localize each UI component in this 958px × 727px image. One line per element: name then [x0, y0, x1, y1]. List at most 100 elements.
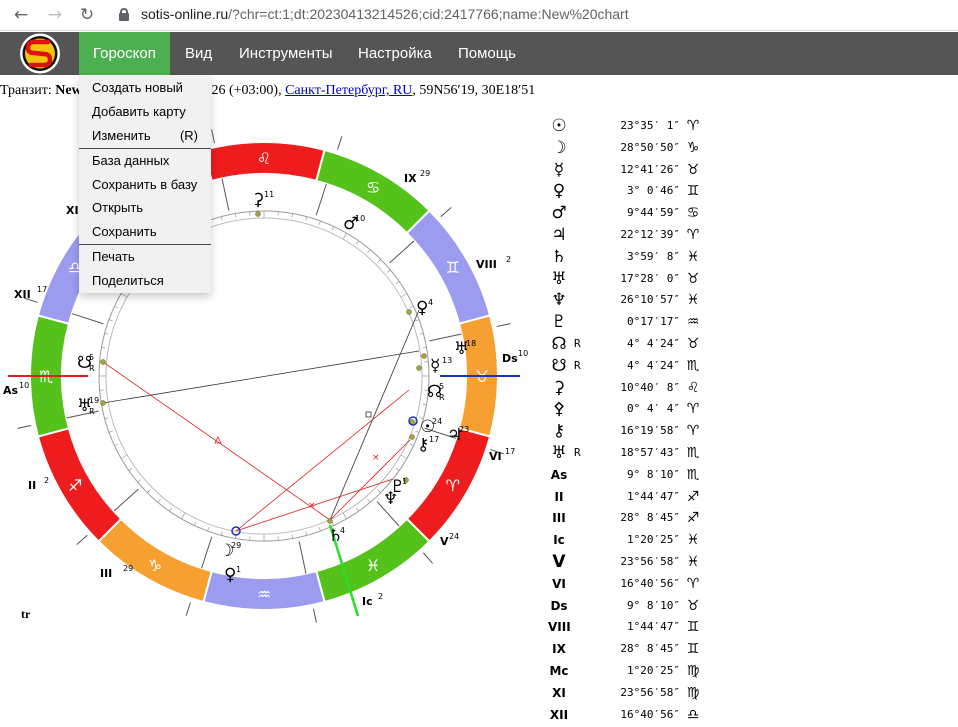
position-row: ♅17°28′ 0″♉	[548, 269, 748, 291]
house-label: V	[440, 535, 449, 548]
position-sign: ♉	[684, 334, 702, 354]
menu-open-label: Открыть	[92, 200, 143, 215]
menu-edit[interactable]: Изменить(R)	[79, 125, 211, 147]
position-symbol: II	[548, 487, 570, 507]
back-arrow-icon[interactable]: ←	[11, 5, 31, 25]
house-label: VI	[489, 450, 502, 463]
degree-tick	[105, 333, 109, 334]
position-degree: 0° 4′ 4″	[588, 399, 680, 419]
house-cusp	[497, 324, 511, 327]
position-sign: ♈	[684, 225, 702, 245]
planet-dot	[410, 435, 415, 440]
planet-degree: 5	[89, 353, 94, 362]
position-symbol: XII	[548, 705, 570, 725]
planet-glyph: ⚳	[252, 190, 264, 210]
menu-help[interactable]: Помощь	[444, 32, 530, 75]
position-sign: ♈	[684, 421, 702, 441]
planet-glyph: ♆	[383, 489, 398, 509]
degree-tick	[319, 527, 320, 531]
reload-icon[interactable]: ↻	[77, 5, 97, 25]
menu-database-label: База данных	[92, 153, 169, 168]
degree-tick	[129, 468, 132, 470]
forward-arrow-icon[interactable]: →	[45, 5, 65, 25]
planet-dot	[422, 354, 427, 359]
degree-tick	[401, 455, 407, 459]
planet-dot	[101, 360, 106, 365]
degree-tick	[420, 333, 424, 334]
menu-open[interactable]: Открыть	[79, 197, 211, 219]
sotis-logo[interactable]	[14, 32, 66, 75]
menu-horoscope[interactable]: Гороскоп	[79, 32, 170, 75]
position-row: ⚴ 0° 4′ 4″♈	[548, 399, 748, 421]
position-sign: ♐	[684, 487, 702, 507]
degree-tick	[292, 535, 293, 539]
position-degree: 9° 8′10″	[588, 465, 680, 485]
position-degree: 22°12′39″	[588, 225, 680, 245]
aspect-line	[236, 390, 409, 531]
degree-tick	[343, 513, 347, 519]
house-degree: 2	[378, 592, 383, 601]
browser-toolbar: ← → ↻ sotis-online.ru/?chr=ct:1;dt:20230…	[0, 0, 958, 31]
house-degree: 2	[44, 476, 49, 485]
degree-tick	[105, 418, 109, 419]
menu-save-to-db[interactable]: Сохранить в базу	[79, 174, 211, 196]
position-degree: 23°35′ 1″	[588, 116, 680, 136]
position-degree: 23°56′58″	[588, 552, 680, 572]
lock-icon[interactable]	[119, 8, 129, 21]
address-bar[interactable]: sotis-online.ru/?chr=ct:1;dt:20230413214…	[141, 6, 629, 22]
house-cusp	[18, 425, 32, 428]
position-symbol: ♇	[548, 312, 570, 332]
degree-tick	[306, 532, 307, 536]
degree-tick	[378, 490, 381, 493]
position-degree: 1°20′25″	[588, 661, 680, 681]
menu-save[interactable]: Сохранить	[79, 221, 211, 243]
position-symbol: ⚳	[548, 378, 570, 398]
menu-view[interactable]: Вид	[171, 32, 226, 75]
position-sign: ♈	[684, 399, 702, 419]
planet-degree: 17	[429, 435, 439, 444]
aspect-line	[103, 362, 330, 520]
position-sign: ♎	[684, 705, 702, 725]
menu-create-new[interactable]: Создать новый	[79, 77, 211, 99]
position-degree: 23°56′58″	[588, 683, 680, 703]
position-row: ☿12°41′26″♉	[548, 160, 748, 182]
menu-add-chart[interactable]: Добавить карту	[79, 101, 211, 123]
url-domain: sotis-online.ru	[141, 6, 228, 22]
degree-tick	[147, 490, 150, 493]
position-row: ⚷16°19′58″♈	[548, 421, 748, 443]
house-degree: 29	[123, 564, 133, 573]
menu-print[interactable]: Печать	[79, 246, 211, 268]
planet-degree: 23	[459, 425, 469, 434]
house-cusp	[212, 130, 215, 144]
degree-tick	[415, 320, 419, 321]
planet-dot	[256, 212, 261, 217]
position-symbol: ♄	[548, 247, 570, 267]
position-symbol: ☉	[548, 116, 570, 136]
menu-settings[interactable]: Настройка	[344, 32, 446, 75]
position-degree: 16°40′56″	[588, 705, 680, 725]
degree-tick	[343, 233, 347, 239]
position-symbol: ⚴	[548, 399, 570, 419]
position-symbol: V	[548, 552, 570, 572]
zodiac-glyph: ♊	[446, 258, 460, 277]
position-symbol: ⚷	[548, 421, 570, 441]
degree-tick	[410, 444, 414, 446]
position-symbol: As	[548, 465, 570, 485]
menu-share[interactable]: Поделиться	[79, 270, 211, 292]
degree-tick	[121, 294, 127, 298]
position-row: ♀3° 0′46″♊	[548, 181, 748, 203]
position-degree: 3°59′ 8″	[588, 247, 680, 267]
position-symbol: IX	[548, 639, 570, 659]
house-cusp	[338, 136, 342, 149]
menu-tools[interactable]: Инструменты	[225, 32, 347, 75]
planet-dot	[417, 366, 422, 371]
position-row: ☉23°35′ 1″♈	[548, 116, 748, 138]
position-symbol: Ds	[548, 596, 570, 616]
degree-tick	[235, 214, 236, 218]
menu-database[interactable]: База данных	[79, 150, 211, 172]
position-degree: 0°17′17″	[588, 312, 680, 332]
